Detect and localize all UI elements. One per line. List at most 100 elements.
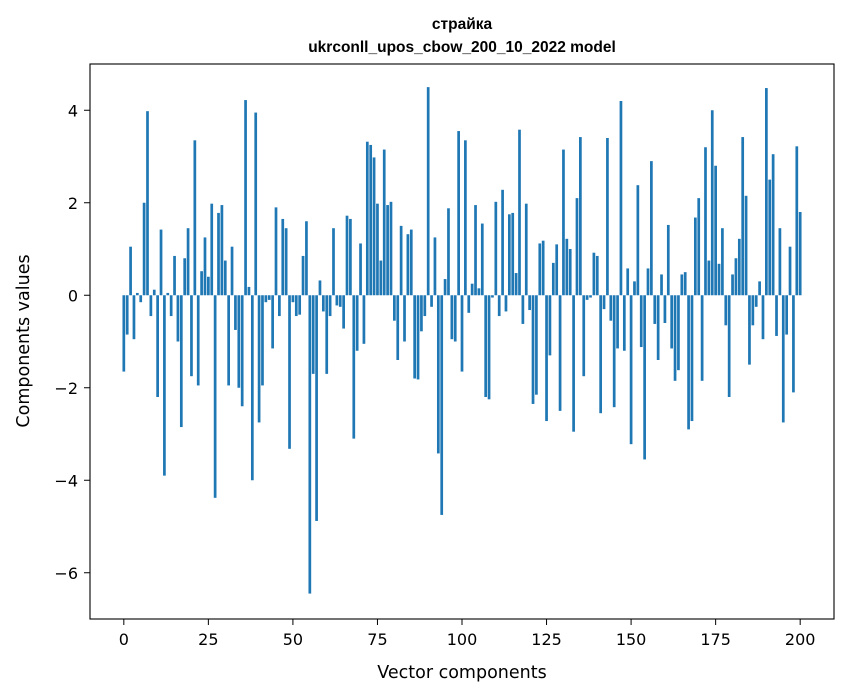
bar-184 [744,195,748,296]
bar-175 [714,165,717,296]
bar-34 [237,295,241,388]
bar-149 [626,268,630,296]
bar-70 [359,243,362,296]
bar-197 [788,246,792,296]
bar-137 [585,295,589,300]
bar-191 [768,179,772,296]
bar-160 [663,295,667,323]
y-tick-label-3: 0 [68,286,78,305]
bar-60 [325,295,329,374]
bar-47 [281,218,285,296]
bar-136 [582,295,586,377]
bar-52 [298,295,302,315]
bar-147 [619,101,623,296]
bar-28 [217,212,220,296]
bar-17 [179,295,183,428]
y-tick-label-2: −2 [54,379,78,398]
bar-82 [399,225,403,296]
x-tick-label-0: 0 [119,630,129,649]
bar-164 [677,295,680,371]
bar-101 [464,140,467,296]
bar-126 [548,295,552,356]
x-tick-label-7: 175 [700,630,731,649]
bar-73 [369,144,373,296]
bar-156 [650,161,653,296]
bar-19 [186,228,190,296]
x-axis-ticks: 0 25 50 75 100 125 150 175 200 [119,619,816,649]
bar-190 [765,88,768,296]
bar-59 [321,295,325,312]
bar-155 [646,268,650,296]
bar-185 [748,295,751,365]
bar-177 [721,228,724,296]
bar-158 [656,295,660,360]
bar-92 [433,237,437,296]
y-axis-ticks: −6 −4 −2 0 2 4 [54,101,90,583]
bar-153 [639,295,643,348]
y-tick-label-0: −6 [54,564,78,583]
bar-72 [365,141,369,296]
bar-151 [633,281,636,296]
bar-187 [754,295,758,307]
bar-20 [190,295,193,377]
bar-176 [717,263,721,296]
bar-128 [555,244,559,296]
bar-159 [660,274,663,296]
bar-64 [338,295,342,307]
bar-32 [230,246,234,296]
bar-5 [139,295,143,303]
bar-133 [572,295,575,432]
bar-61 [328,295,332,317]
bar-141 [599,295,603,414]
bar-78 [386,205,389,296]
bar-46 [278,295,281,317]
x-tick-label-8: 200 [785,630,816,649]
bar-44 [271,295,274,349]
bar-131 [565,238,569,296]
bar-150 [629,295,633,445]
bar-23 [200,271,203,296]
bar-99 [457,131,460,296]
bar-179 [727,295,731,397]
bar-83 [403,295,406,342]
bar-51 [294,295,298,317]
bar-146 [616,295,619,349]
bar-76 [379,260,383,296]
bar-104 [474,205,477,296]
bar-85 [409,229,413,296]
bar-143 [606,138,609,296]
bar-174 [710,110,714,296]
bar-29 [220,205,224,296]
bar-71 [362,295,366,344]
bar-15 [173,255,176,296]
bar-110 [494,201,498,296]
bar-114 [507,214,511,296]
bar-171 [700,295,704,381]
bar-56 [311,295,315,374]
bar-173 [707,260,711,296]
bar-90 [426,87,430,296]
bar-35 [240,295,244,407]
bar-43 [267,295,271,300]
bar-6 [142,202,146,296]
bar-22 [196,295,200,386]
bar-9 [152,289,156,296]
bar-38 [250,295,254,481]
bar-62 [332,228,335,296]
bar-113 [504,295,508,312]
bar-48 [284,228,288,296]
bar-107 [484,295,488,397]
bar-188 [758,281,761,296]
bar-4 [135,292,139,296]
bar-172 [704,147,707,296]
bar-170 [697,198,701,296]
bar-118 [521,295,525,324]
chart-title-line-1: страйка [432,16,493,33]
bar-97 [450,295,454,340]
bar-121 [531,295,535,404]
bar-117 [518,129,521,296]
bar-111 [497,295,501,317]
bar-119 [524,203,528,296]
bar-24 [203,237,207,296]
